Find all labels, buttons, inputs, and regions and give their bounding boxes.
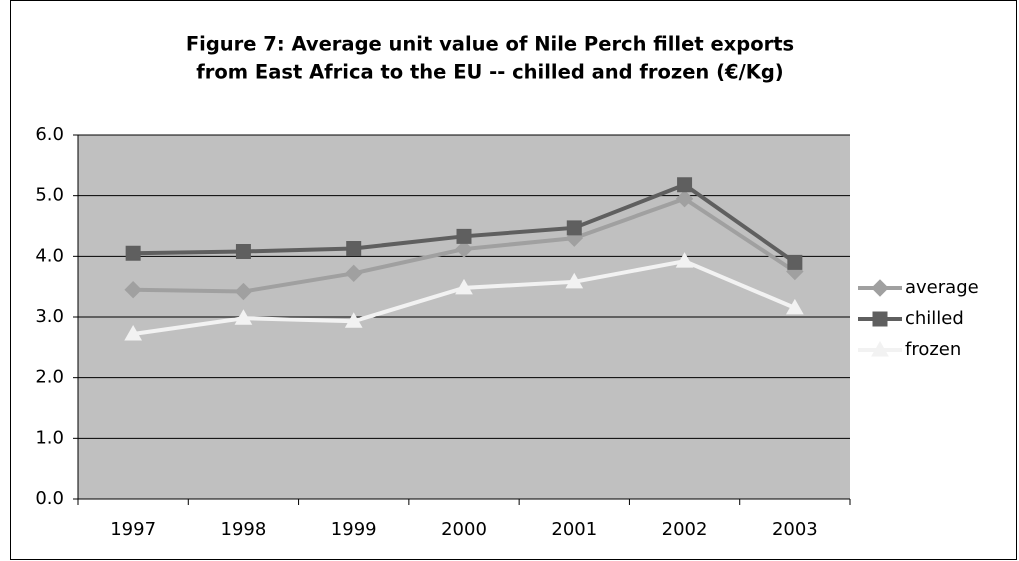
x-tick-label: 2000: [441, 519, 487, 540]
y-tick-label: 0.0: [35, 488, 64, 509]
x-tick-label: 1998: [221, 519, 267, 540]
marker: [675, 252, 694, 268]
marker: [345, 264, 363, 283]
chart-title: Figure 7: Average unit value of Nile Per…: [186, 33, 794, 56]
marker: [456, 228, 472, 244]
marker: [565, 272, 584, 289]
marker: [677, 177, 693, 193]
marker: [234, 309, 253, 325]
legend-marker: [872, 311, 888, 327]
y-tick-label: 2.0: [35, 367, 64, 388]
chart-subtitle: from East Africa to the EU -- chilled an…: [196, 61, 783, 84]
marker: [344, 312, 363, 328]
legend-label: frozen: [905, 339, 961, 360]
x-tick-label: 2001: [551, 519, 597, 540]
marker: [675, 189, 694, 208]
legend-marker: [871, 279, 889, 297]
y-tick-label: 4.0: [35, 245, 64, 266]
x-tick-label: 1999: [331, 519, 377, 540]
marker: [124, 324, 143, 341]
x-tick-label: 2002: [662, 519, 708, 540]
marker: [346, 240, 362, 256]
marker: [124, 280, 142, 299]
x-tick-label: 2003: [772, 519, 818, 540]
marker: [566, 220, 582, 236]
legend-label: average: [905, 277, 979, 298]
y-tick-label: 5.0: [35, 185, 64, 206]
marker: [125, 245, 141, 261]
marker: [455, 278, 473, 295]
marker: [234, 282, 253, 301]
legend-label: chilled: [905, 308, 964, 329]
legend-marker: [871, 340, 889, 357]
y-tick-label: 3.0: [35, 306, 64, 327]
y-tick-label: 6.0: [35, 124, 64, 145]
marker: [785, 298, 804, 315]
marker: [235, 243, 251, 259]
marker: [787, 254, 803, 270]
marker: [455, 240, 473, 258]
x-tick-label: 1997: [110, 519, 156, 540]
y-tick-label: 1.0: [35, 427, 64, 448]
